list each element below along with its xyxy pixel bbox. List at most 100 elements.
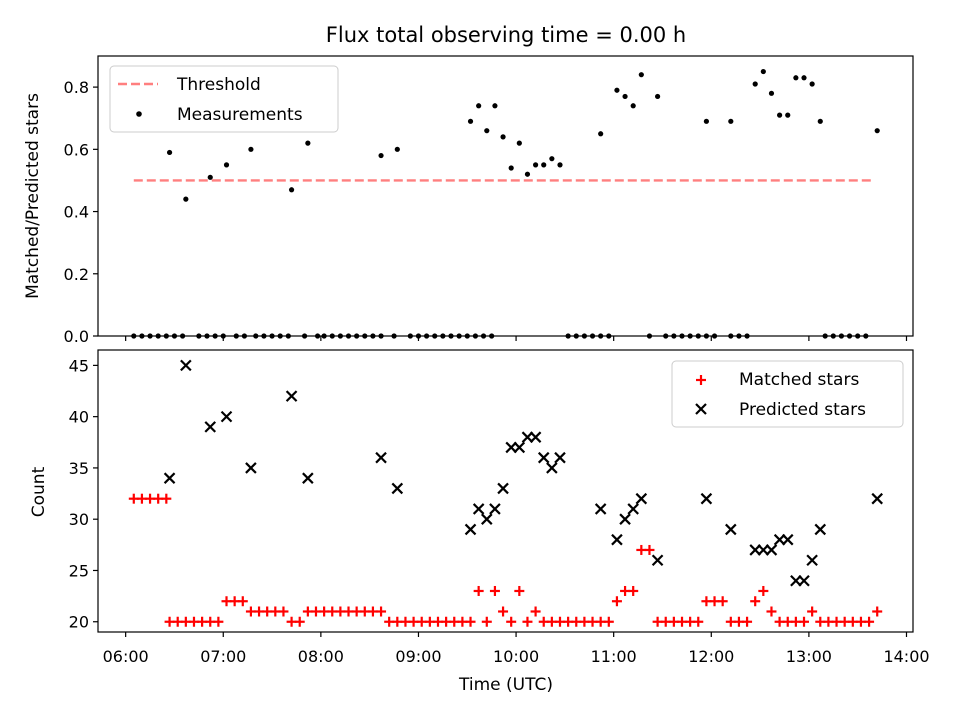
matched-star-marker [807,606,818,617]
matched-star-marker [766,606,777,617]
legend-matched-swatch [696,375,706,385]
matched-star-marker [872,606,883,617]
measurement-point [874,128,880,134]
measurement-point [785,112,791,118]
bottom-x-axis: 06:00 07:00 08:00 09:00 10:00 11:00 12:00 13:00… [103,632,930,666]
matched-star-marker [294,616,305,627]
predicted-star-marker [529,431,542,443]
measurement-point [305,140,311,146]
predicted-star-marker [464,523,477,536]
measurement-point [248,146,254,152]
measurement-point [476,103,482,109]
bottom-legend: Matched stars Predicted stars [671,360,904,428]
measurement-point [508,165,514,171]
predicted-star-marker [765,544,778,556]
matched-star-marker [376,606,387,617]
predicted-star-marker [627,503,639,515]
top-y-axis-label: Matched/Predicted stars [23,93,43,299]
bottom-legend-box [671,360,904,428]
predicted-star-marker [635,492,648,505]
measurement-point [703,118,710,124]
legend-predicted-label: Predicted stars [739,400,866,420]
predicted-star-marker [537,451,550,464]
bottom-x-tick-label: 07:00 [200,647,246,666]
matched-star-marker [473,585,484,596]
measurement-point [614,87,620,93]
measurement-point [549,156,555,162]
matched-star-marker [628,585,639,596]
measurement-point [467,118,474,124]
top-plot-area [131,68,880,339]
predicted-star-marker [546,462,558,474]
measurement-point [768,90,775,96]
measurement-point [500,134,506,140]
bottom-axes-frame [97,349,914,633]
measurement-point [288,187,295,193]
bottom-x-tick-label: 08:00 [298,647,344,666]
predicted-star-marker [554,451,566,464]
top-y-tick-label: 0.2 [64,265,89,284]
predicted-star-marker [302,472,314,484]
x-axis-label: Time (UTC) [458,675,553,695]
measurement-point [760,68,766,75]
top-legend-box [109,65,339,133]
bottom-y-tick-label: 40 [69,408,89,427]
measurement-point [809,81,815,87]
predicted-star-marker [180,359,192,372]
legend-measurements-label: Measurements [177,105,303,125]
top-x-axis [125,336,908,341]
matched-star-marker [644,544,655,555]
bottom-y-tick-label: 35 [69,459,89,478]
top-y-tick-label: 0.8 [64,78,89,97]
predicted-star-marker [814,523,827,536]
matched-star-marker [742,616,753,627]
measurement-point [793,75,799,81]
measurement-point [752,81,758,87]
bottom-x-tick-label: 13:00 [786,647,832,666]
measurement-point [532,162,539,168]
measurement-point [630,103,636,109]
top-legend: Threshold Measurements [109,65,339,133]
predicted-star-marker [497,482,509,495]
measurement-point [166,149,173,156]
bottom-plot-area [128,359,883,627]
matched-star-marker [530,606,541,617]
measurement-point [378,152,384,159]
matched-star-marker [237,596,248,607]
predicted-star-marker [391,482,404,495]
bottom-y-axis-label: Count [29,466,49,517]
bottom-panel: 20 25 30 35 40 45 06:00 07:00 08:00 09:00 10:00 11… [29,349,930,695]
matched-star-marker [717,596,728,607]
matched-star-marker [611,596,622,607]
bottom-x-tick-label: 14:00 [883,647,929,666]
measurement-point [622,93,628,100]
matched-star-marker [506,616,517,627]
top-y-axis: 0.0 0.2 0.4 0.6 0.8 [64,78,98,346]
matched-star-marker [603,616,614,627]
measurement-point [817,118,823,124]
legend-threshold-label: Threshold [176,75,261,95]
measurement-point [777,112,783,118]
predicted-star-marker [472,503,485,515]
predicted-star-marker [798,574,810,587]
predicted-star-marker [651,554,664,566]
bottom-y-axis: 20 25 30 35 40 45 [69,356,98,632]
measurement-point [541,162,547,168]
measurement-point [801,75,807,81]
predicted-star-marker [481,513,493,525]
measurement-point [728,118,734,124]
matched-star-marker [489,585,500,596]
predicted-star-marker [204,421,217,433]
top-y-tick-label: 0.0 [64,327,89,346]
measurement-point [557,162,563,168]
matched-star-marker [481,616,492,627]
matched-star-marker [864,616,875,627]
measurement-point [223,162,230,168]
matched-star-marker [213,616,224,627]
measurement-point [524,171,531,177]
matched-star-marker [498,606,509,617]
predicted-star-marker [806,554,818,566]
predicted-star-marker [513,441,526,454]
measurement-point [183,196,189,202]
